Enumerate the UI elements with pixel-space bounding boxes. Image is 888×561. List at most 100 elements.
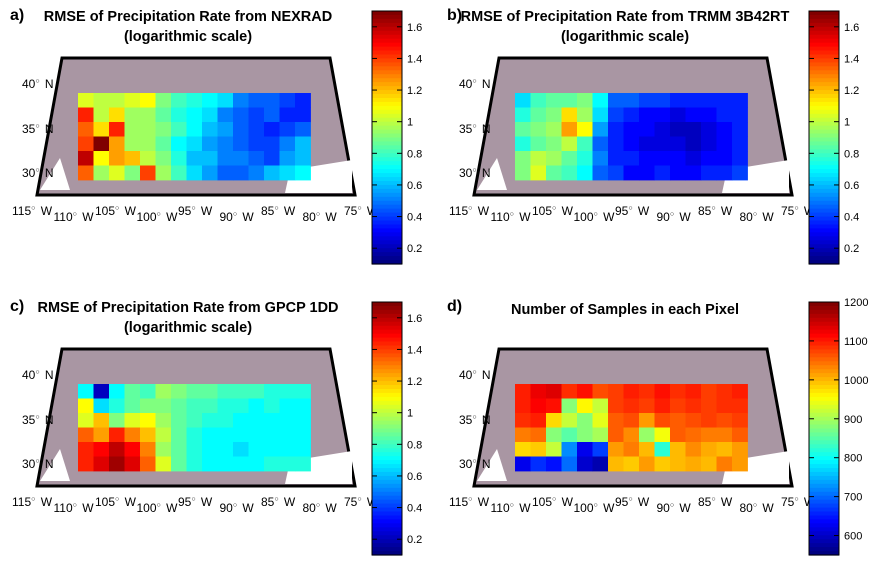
- heatmap-cell: [279, 384, 296, 399]
- heatmap-cell: [546, 151, 562, 166]
- heatmap-cell: [155, 456, 172, 472]
- colorbar-segment: [372, 224, 402, 230]
- colorbar-segment: [372, 62, 402, 67]
- heatmap-cell: [608, 427, 624, 443]
- colorbar-tick-label: 1.6: [407, 22, 422, 34]
- heatmap-cell: [279, 122, 296, 137]
- heatmap-cell: [217, 398, 234, 414]
- heatmap-cell: [279, 398, 296, 414]
- heatmap-cell: [217, 442, 234, 457]
- colorbar-segment: [372, 444, 402, 449]
- colorbar-segment: [372, 491, 402, 497]
- colorbar-tick-label: 0.6: [407, 180, 422, 192]
- colorbar-segment: [372, 365, 402, 370]
- colorbar-tick-label: 700: [844, 492, 862, 504]
- heatmap-cell: [124, 93, 141, 108]
- lon-label: 95○ W: [178, 204, 213, 218]
- heatmap-cell: [685, 398, 702, 414]
- heatmap-cell: [248, 165, 265, 181]
- colorbar-segment: [372, 11, 402, 16]
- heatmap-cell: [716, 93, 733, 108]
- heatmap-cell: [202, 413, 218, 428]
- colorbar-segment: [809, 228, 839, 233]
- heatmap-cell: [233, 456, 249, 472]
- colorbar-segment: [372, 392, 402, 398]
- heatmap-cell: [608, 93, 624, 108]
- chart-title: Number of Samples in each Pixel: [511, 302, 739, 318]
- heatmap-cell: [623, 456, 640, 472]
- colorbar-segment: [809, 18, 839, 24]
- colorbar-segment: [809, 58, 839, 63]
- heatmap-cell: [546, 136, 562, 152]
- lat-label: 35○ N: [459, 413, 491, 427]
- lon-label: 105○ W: [532, 204, 574, 218]
- heatmap-cell: [140, 398, 156, 414]
- colorbar-segment: [372, 377, 402, 382]
- heatmap-cell: [530, 151, 547, 166]
- lon-label: 100○ W: [137, 501, 179, 515]
- heatmap-cell: [670, 427, 686, 443]
- colorbar-segment: [809, 444, 839, 449]
- colorbar-segment: [372, 244, 402, 249]
- lat-label: 40○ N: [459, 77, 491, 91]
- lon-label: 90○ W: [220, 210, 255, 224]
- colorbar-segment: [372, 468, 402, 473]
- heatmap-cell: [124, 122, 141, 137]
- heatmap-cell: [295, 413, 311, 428]
- colorbar-tick-label: 1: [844, 117, 850, 129]
- heatmap-cell: [140, 122, 156, 137]
- heatmap-cell: [140, 151, 156, 166]
- colorbar-segment: [372, 58, 402, 63]
- heatmap-cell: [592, 93, 609, 108]
- heatmap-cell: [186, 442, 203, 457]
- heatmap-cell: [155, 107, 172, 123]
- colorbar-tick-label: 1.2: [844, 85, 859, 97]
- colorbar-segment: [372, 204, 402, 210]
- colorbar-segment: [809, 165, 839, 170]
- colorbar-segment: [809, 149, 839, 154]
- colorbar-segment: [372, 188, 402, 194]
- heatmap-cell: [171, 151, 187, 166]
- heatmap-cell: [546, 107, 562, 123]
- heatmap-cell: [109, 122, 125, 137]
- colorbar-segment: [809, 125, 839, 131]
- colorbar-segment: [809, 507, 839, 513]
- colorbar-segment: [372, 216, 402, 222]
- colorbar-segment: [372, 18, 402, 24]
- colorbar-segment: [809, 133, 839, 139]
- colorbar-segment: [372, 345, 402, 351]
- heatmap-cell: [217, 107, 234, 123]
- colorbar-segment: [809, 539, 839, 544]
- lat-label: 35○ N: [22, 413, 54, 427]
- colorbar-segment: [372, 177, 402, 182]
- heatmap-cell: [186, 456, 203, 472]
- heatmap-cell: [186, 93, 203, 108]
- colorbar-segment: [372, 212, 402, 218]
- colorbar-segment: [809, 345, 839, 351]
- heatmap-cell: [561, 93, 578, 108]
- heatmap-cell: [716, 456, 733, 472]
- colorbar-segment: [809, 420, 839, 426]
- heatmap-cell: [623, 107, 640, 123]
- heatmap-cell: [716, 151, 733, 166]
- colorbar-frame: [371, 301, 403, 556]
- heatmap-cell: [561, 384, 578, 399]
- colorbar-segment: [809, 192, 839, 198]
- colorbar-segment: [372, 302, 402, 307]
- heatmap-cell: [670, 456, 686, 472]
- heatmap-cell: [140, 442, 156, 457]
- colorbar-segment: [372, 14, 402, 20]
- colorbar-segment: [372, 507, 402, 513]
- lat-label: 35○ N: [459, 122, 491, 136]
- colorbar-segment: [372, 50, 402, 56]
- heatmap-cell: [685, 442, 702, 457]
- heatmap-cell: [93, 442, 110, 457]
- heatmap-cell: [716, 136, 733, 152]
- colorbar-segment: [372, 232, 402, 237]
- colorbar-segment: [372, 369, 402, 374]
- heatmap-cell: [140, 384, 156, 399]
- colorbar-segment: [809, 177, 839, 182]
- colorbar-segment: [809, 30, 839, 36]
- heatmap-cell: [155, 136, 172, 152]
- heatmap-cell: [530, 122, 547, 137]
